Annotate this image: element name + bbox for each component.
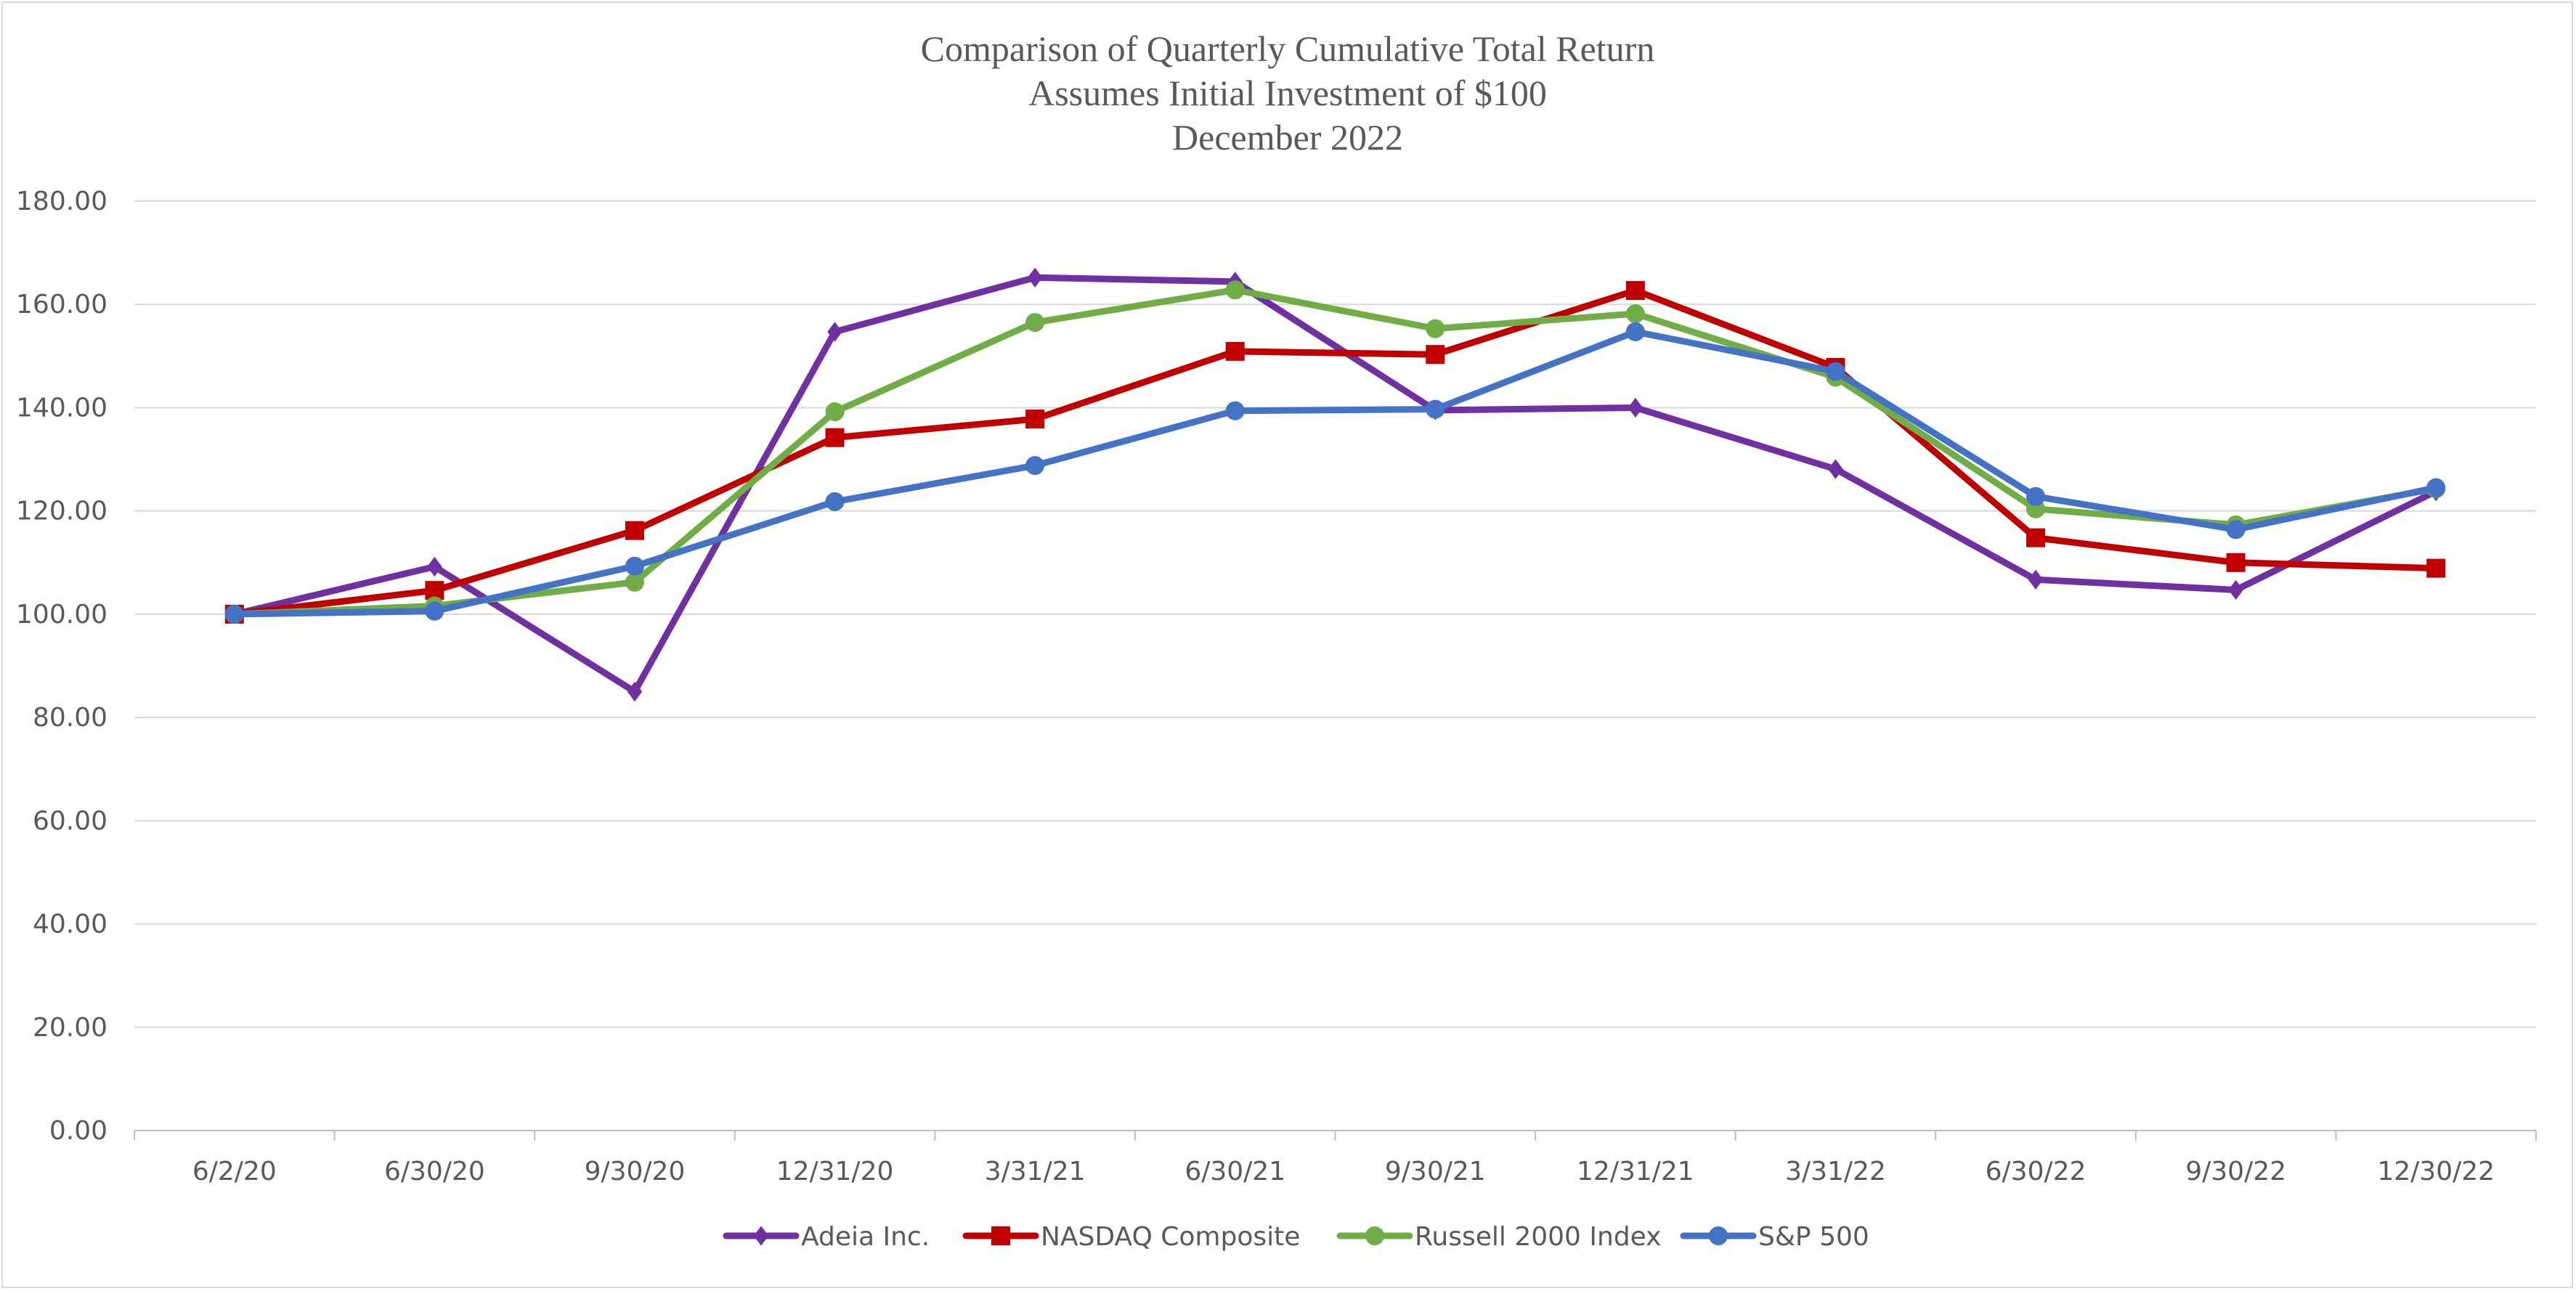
data-point: [1826, 362, 1845, 381]
legend-label: Russell 2000 Index: [1415, 1222, 1662, 1252]
data-point: [1225, 280, 1245, 300]
gridlines: [134, 200, 2536, 1028]
x-tick-label: 12/30/22: [2377, 1157, 2495, 1186]
legend-swatch-marker: [991, 1226, 1010, 1245]
data-point: [2026, 528, 2046, 547]
data-point: [1025, 313, 1045, 333]
x-tick-label: 6/30/22: [1986, 1157, 2087, 1186]
legend-swatch-marker: [1365, 1226, 1384, 1245]
y-tick-label: 180.00: [16, 187, 107, 216]
data-point: [1426, 345, 1445, 365]
x-tick-label: 9/30/20: [585, 1157, 686, 1186]
data-point: [1225, 341, 1245, 361]
series-1: [224, 281, 2446, 624]
data-point: [1625, 304, 1645, 324]
data-point: [1426, 319, 1445, 338]
data-point: [1027, 267, 1043, 288]
data-point: [224, 604, 244, 624]
data-point: [1025, 410, 1045, 429]
data-point: [1628, 397, 1643, 418]
data-point: [1625, 322, 1645, 341]
data-point: [827, 322, 842, 342]
y-tick-label: 80.00: [33, 703, 107, 733]
chart-title: Comparison of Quarterly Cumulative Total…: [921, 28, 1655, 158]
x-tick-label: 9/30/21: [1385, 1157, 1486, 1186]
y-tick-label: 100.00: [16, 600, 107, 630]
x-tick-label: 12/31/21: [1577, 1157, 1694, 1186]
legend-entry: NASDAQ Composite: [962, 1222, 1300, 1252]
y-tick-label: 160.00: [16, 290, 107, 319]
data-point: [825, 492, 845, 511]
data-point: [2226, 520, 2246, 539]
series-line: [231, 287, 2439, 618]
series-2: [224, 280, 2446, 624]
series-0: [227, 267, 2444, 702]
data-point: [1625, 281, 1645, 301]
y-tick-label: 140.00: [16, 393, 107, 423]
axes: 0.00 20.00 40.00 60.00 80.00 100.00 120.00 140.…: [16, 187, 2537, 1186]
data-point: [625, 521, 644, 540]
legend-swatch-marker: [1709, 1226, 1728, 1245]
x-tick-label: 6/30/21: [1185, 1157, 1285, 1186]
data-point: [625, 572, 644, 592]
data-point: [2228, 579, 2243, 600]
data-point: [427, 556, 442, 577]
legend-label: S&P 500: [1758, 1222, 1869, 1252]
data-point: [825, 402, 845, 422]
x-tick-label: 6/2/20: [192, 1157, 277, 1186]
x-tick-label: 6/30/20: [384, 1157, 485, 1186]
y-tick-label: 40.00: [33, 910, 107, 940]
x-tick-label: 9/30/22: [2185, 1157, 2286, 1186]
chart-title-line-1: Comparison of Quarterly Cumulative Total…: [921, 28, 1655, 69]
series-line: [231, 286, 2439, 618]
legend-entry: S&P 500: [1680, 1222, 1869, 1252]
series-lines: [224, 267, 2446, 702]
data-point: [1025, 456, 1045, 476]
x-tick-label: 12/31/20: [776, 1157, 894, 1186]
data-point: [2026, 486, 2046, 506]
legend-label: NASDAQ Composite: [1041, 1222, 1300, 1252]
data-point: [1225, 401, 1245, 420]
x-tick-label: 3/31/22: [1785, 1157, 1886, 1186]
data-point: [2028, 569, 2044, 590]
data-point: [2426, 558, 2446, 578]
legend-entry: Adeia Inc.: [723, 1222, 930, 1252]
data-point: [2226, 553, 2246, 572]
legend-swatch-marker: [753, 1226, 769, 1246]
data-point: [425, 601, 444, 621]
y-tick-label: 0.00: [49, 1116, 107, 1146]
y-tick-label: 120.00: [16, 497, 107, 526]
series-line: [231, 328, 2439, 618]
x-tick-label: 3/31/21: [985, 1157, 1086, 1186]
data-point: [1828, 459, 1843, 479]
data-point: [627, 681, 643, 702]
y-tick-label: 60.00: [33, 806, 107, 836]
chart-title-line-2: Assumes Initial Investment of $100: [1028, 73, 1547, 113]
data-point: [2426, 478, 2446, 497]
data-point: [1426, 399, 1445, 419]
legend-entry: Russell 2000 Index: [1336, 1222, 1662, 1252]
series-3: [224, 322, 2446, 624]
y-tick-label: 20.00: [33, 1013, 107, 1043]
legend-label: Adeia Inc.: [801, 1222, 930, 1252]
chart-title-line-3: December 2022: [1172, 117, 1403, 158]
data-point: [625, 556, 644, 576]
data-point: [825, 428, 845, 447]
legend: Adeia Inc. NASDAQ Composite Russell 2000 I…: [723, 1222, 1869, 1252]
series-line: [231, 274, 2439, 696]
